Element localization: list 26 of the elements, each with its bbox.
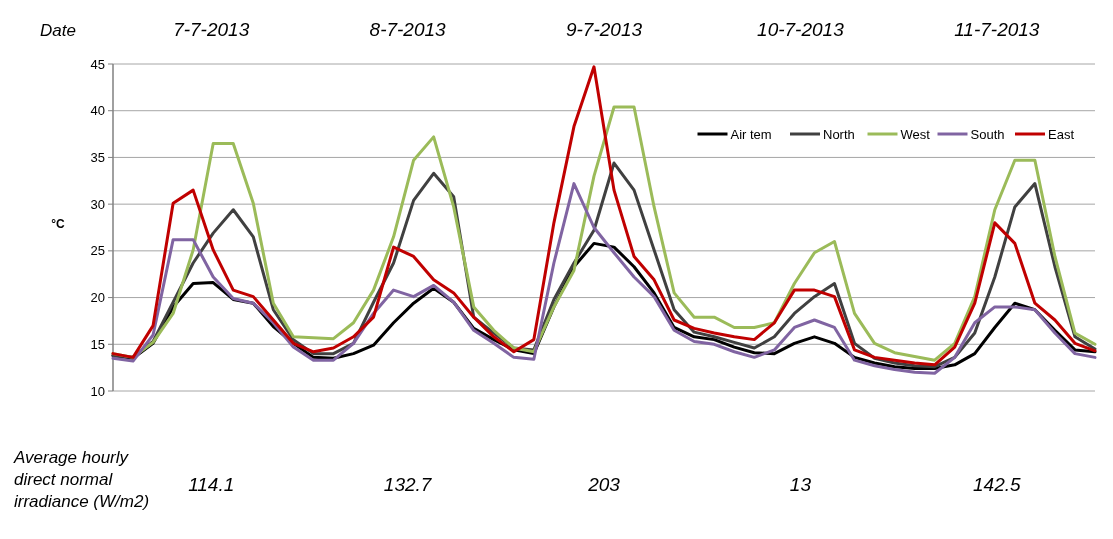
text: 114.1: [188, 474, 235, 495]
legend-label: West: [900, 126, 931, 142]
y-tick-label: 45: [90, 56, 105, 72]
legend-label: Air tem: [730, 126, 772, 142]
text: 8-7-2013: [369, 19, 447, 40]
text: 7-7-2013: [173, 19, 250, 40]
text: 142.5: [973, 474, 1022, 495]
text: Average hourly direct normal irradiance (W/m2): [13, 448, 150, 511]
text: 13: [789, 474, 812, 495]
text: 9-7-2013: [565, 19, 643, 40]
text: 203: [587, 474, 621, 495]
text: 11-7-2013: [954, 19, 1040, 40]
text: 132.7: [383, 474, 433, 495]
legend-label: East: [1048, 126, 1075, 142]
y-tick-label: 40: [90, 103, 105, 119]
y-tick-label: 10: [90, 383, 105, 399]
legend-label: South: [970, 126, 1005, 142]
y-tick-label: 30: [90, 196, 105, 212]
y-tick-label: 15: [90, 336, 105, 352]
y-axis-title: °C: [51, 216, 66, 231]
text: Date: [40, 21, 76, 40]
y-tick-label: 25: [90, 243, 105, 259]
y-tick-label: 20: [90, 290, 105, 306]
y-tick-label: 35: [90, 149, 105, 165]
legend-label: North: [823, 126, 855, 142]
text: 10-7-2013: [757, 19, 845, 40]
